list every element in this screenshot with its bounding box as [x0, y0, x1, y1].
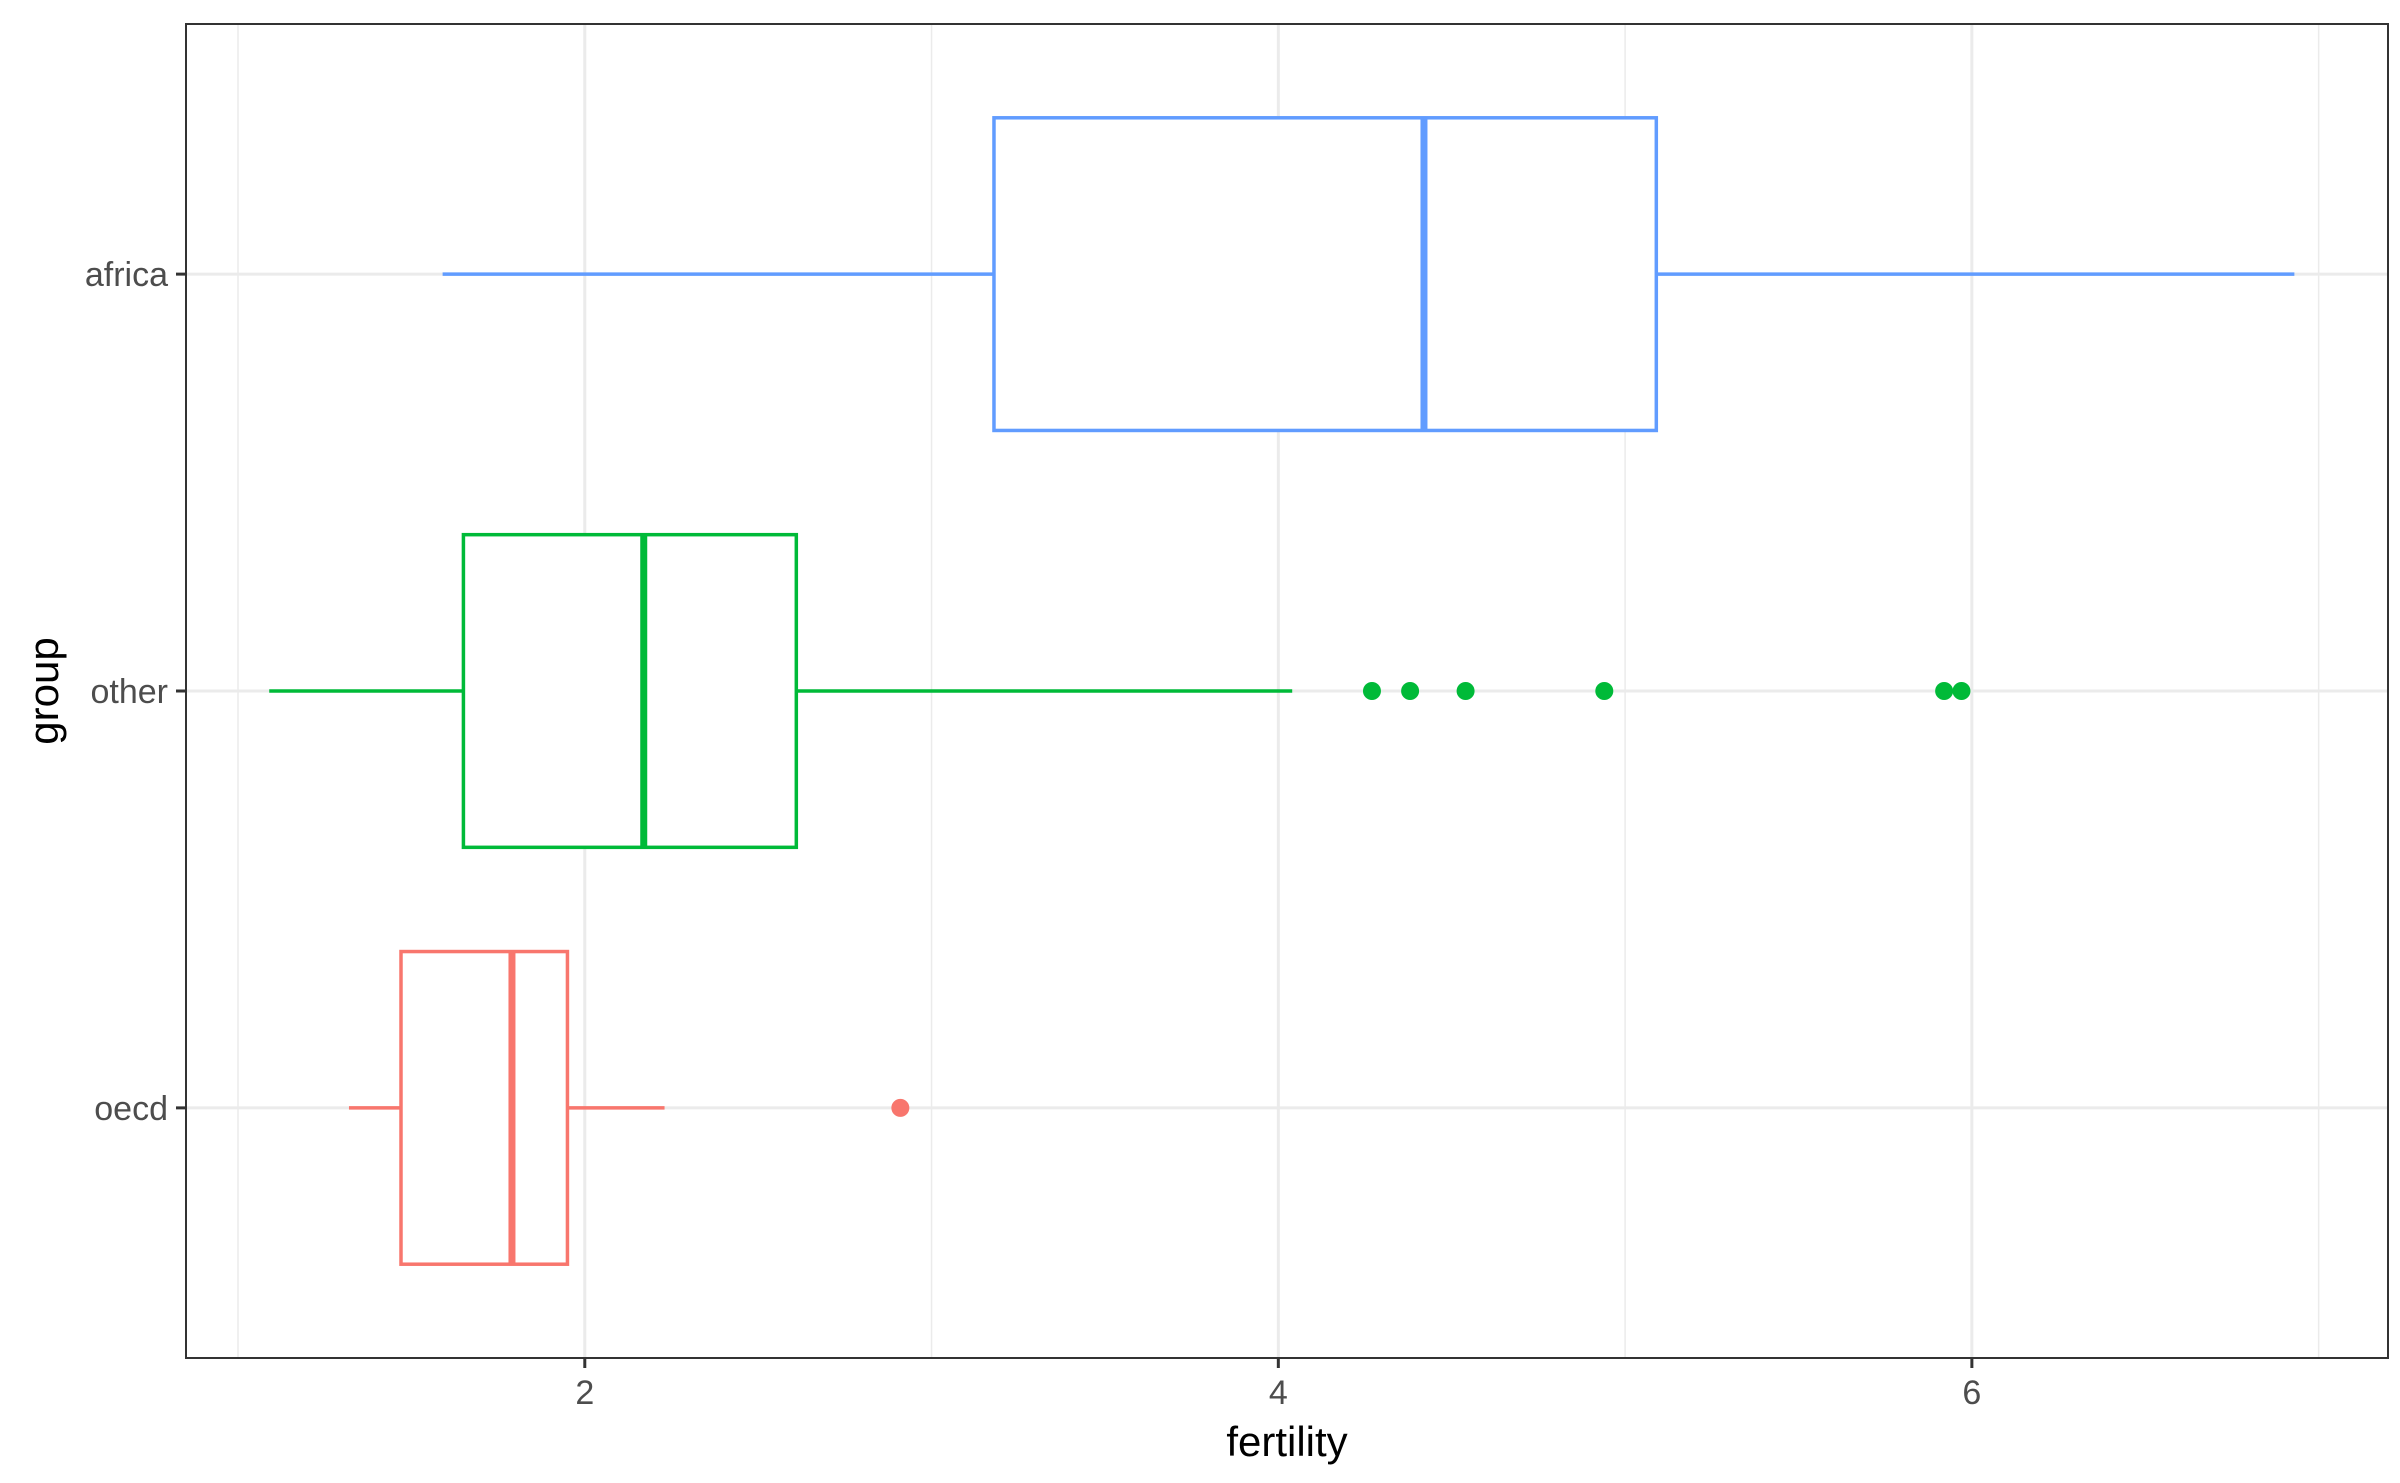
outlier-point — [1935, 682, 1954, 700]
outlier-point — [1401, 682, 1420, 700]
box-iqr — [461, 532, 799, 850]
boxes — [269, 116, 2295, 1266]
box-oecd — [348, 949, 910, 1266]
box-africa — [442, 116, 2295, 433]
y-tick-label: africa — [85, 256, 168, 294]
box-other — [269, 532, 1971, 850]
x-axis-title: fertility — [1226, 1418, 1347, 1465]
outlier-point — [1952, 682, 1971, 700]
y-axis-title: group — [20, 637, 67, 744]
axes: 2 4 6 oecd other africa — [85, 256, 1981, 1412]
outlier-point — [891, 1098, 910, 1117]
outlier-point — [1456, 682, 1475, 700]
outlier-point — [1362, 682, 1381, 700]
box-iqr — [399, 949, 570, 1266]
outlier-point — [1595, 682, 1614, 700]
box-iqr — [992, 116, 1659, 433]
y-tick-label: other — [91, 673, 169, 711]
x-tick-label: 4 — [1269, 1374, 1288, 1412]
y-tick-label: oecd — [94, 1090, 168, 1128]
x-tick-label: 6 — [1962, 1374, 1981, 1412]
x-tick-label: 2 — [575, 1374, 594, 1412]
